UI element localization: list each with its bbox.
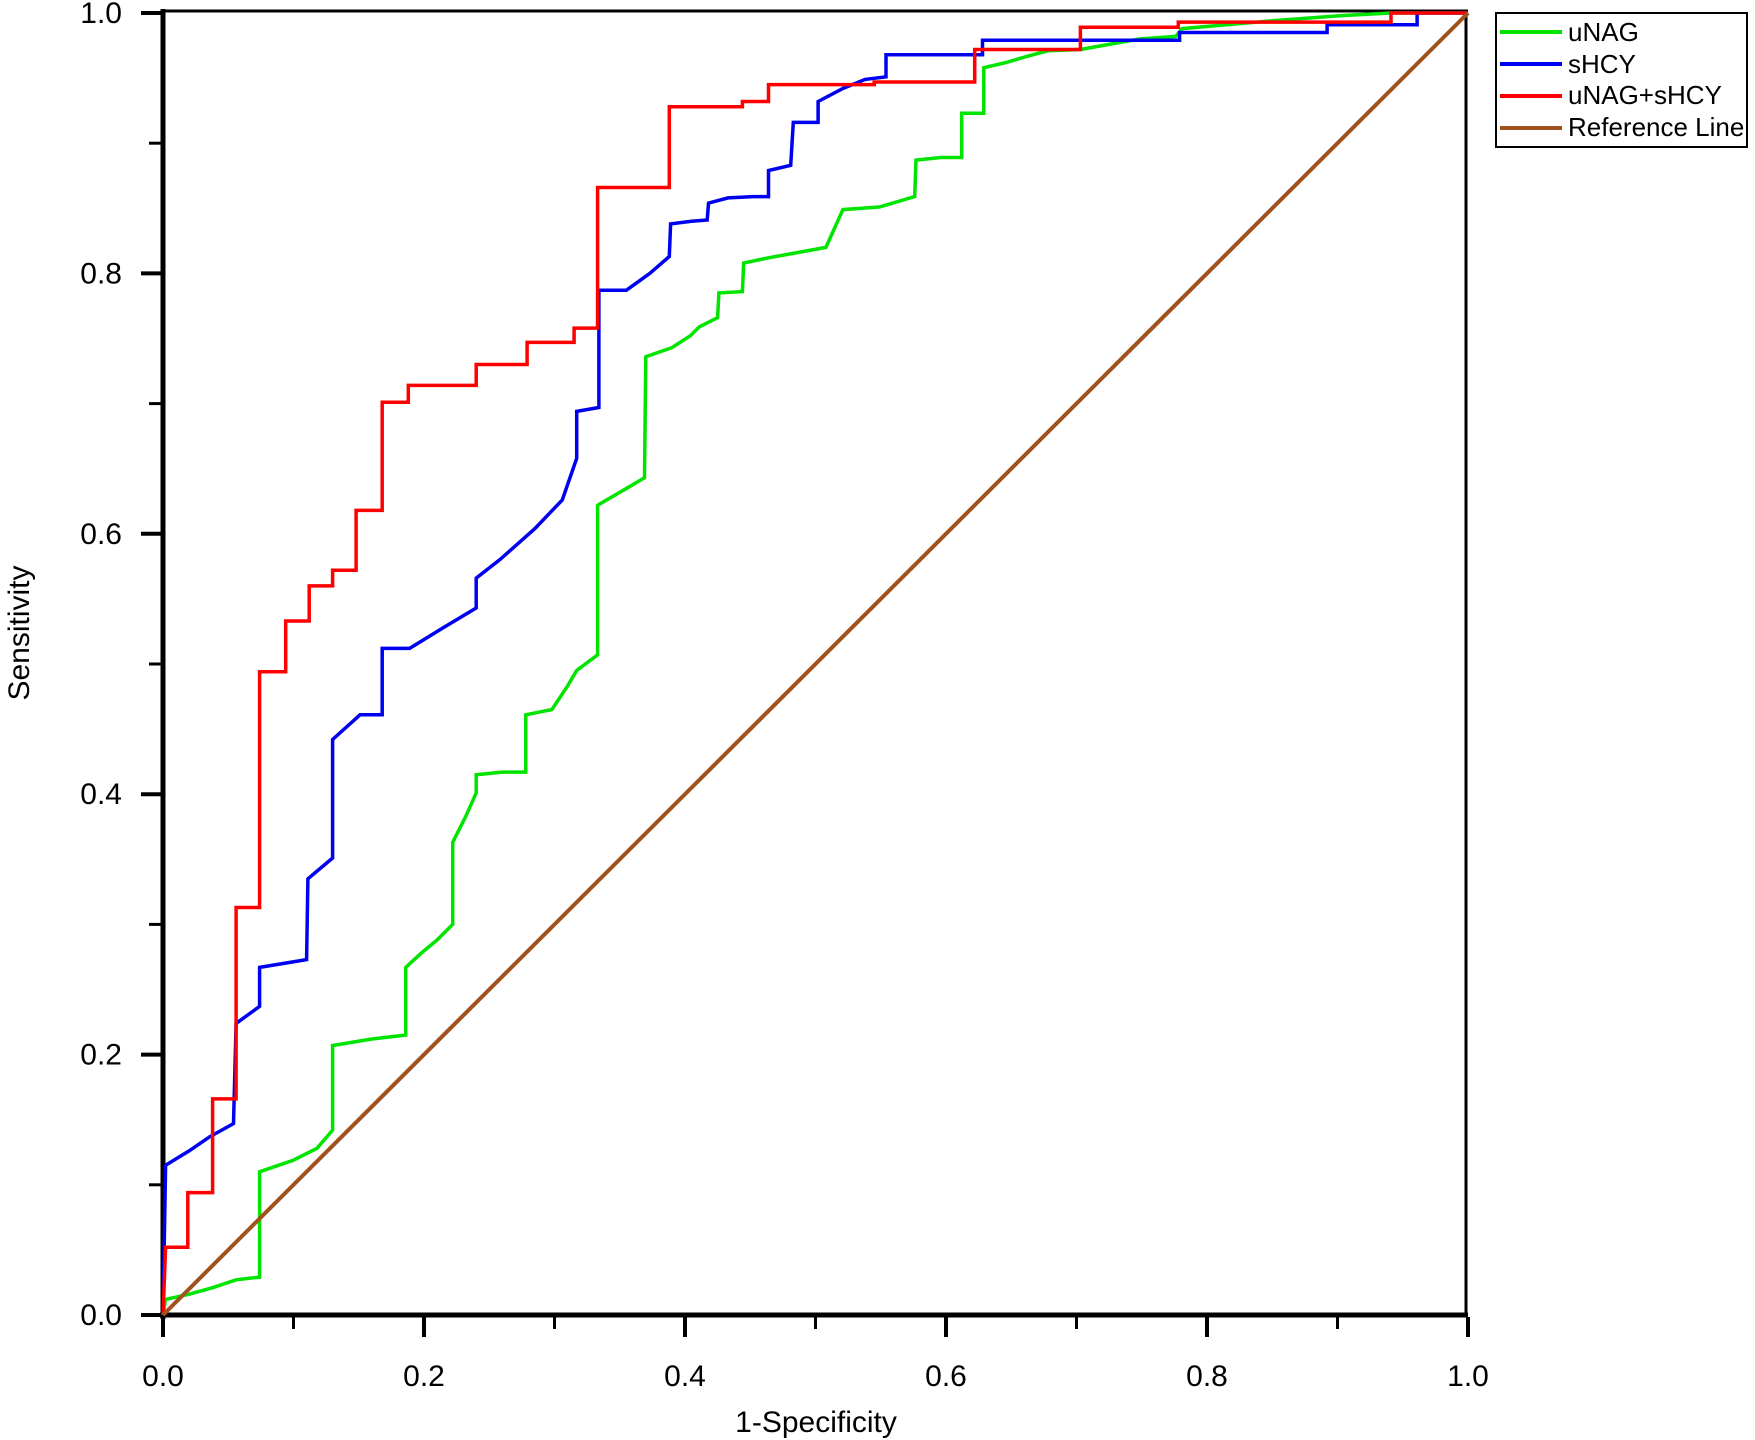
legend-label: Reference Line <box>1568 112 1745 143</box>
shcy-line-swatch <box>1500 62 1562 67</box>
y-axis-label: Sensitivity <box>3 565 36 701</box>
x-axis-label: 1-Specificity <box>735 1406 897 1439</box>
y-tick-label: 1.0 <box>80 0 122 30</box>
curve-reference-line <box>161 11 1470 1317</box>
y-tick-label: 0.0 <box>80 1299 122 1332</box>
legend-label: uNAG+sHCY <box>1568 80 1722 111</box>
unag-line-swatch <box>1500 30 1562 35</box>
legend-label: sHCY <box>1568 48 1636 79</box>
unag-shcy-line-swatch <box>1500 93 1562 98</box>
legend-row-unag: uNAG <box>1497 17 1746 48</box>
x-tick-label: 0.4 <box>664 1360 706 1393</box>
y-tick-label: 0.2 <box>80 1039 122 1072</box>
curve-unag <box>161 11 1468 1316</box>
y-tick-label: 0.4 <box>80 778 122 811</box>
x-tick-label: 0.6 <box>925 1360 967 1393</box>
legend-box: uNAG sHCY uNAG+sHCY Reference Line <box>1495 12 1748 148</box>
legend-row-unag-shcy: uNAG+sHCY <box>1497 80 1746 111</box>
reference-line-swatch <box>1500 125 1562 130</box>
x-tick-label: 1.0 <box>1447 1360 1489 1393</box>
x-tick-label: 0.2 <box>403 1360 445 1393</box>
y-tick-label: 0.6 <box>80 518 122 551</box>
legend-row-shcy: sHCY <box>1497 49 1746 80</box>
curve-unag-shcy <box>161 11 1468 1316</box>
x-tick-label: 0.0 <box>142 1360 184 1393</box>
curve-shcy <box>161 11 1468 1316</box>
legend-row-reference: Reference Line <box>1497 112 1746 143</box>
x-tick-label: 0.8 <box>1186 1360 1228 1393</box>
y-tick-label: 0.8 <box>80 257 122 290</box>
legend-label: uNAG <box>1568 16 1639 47</box>
